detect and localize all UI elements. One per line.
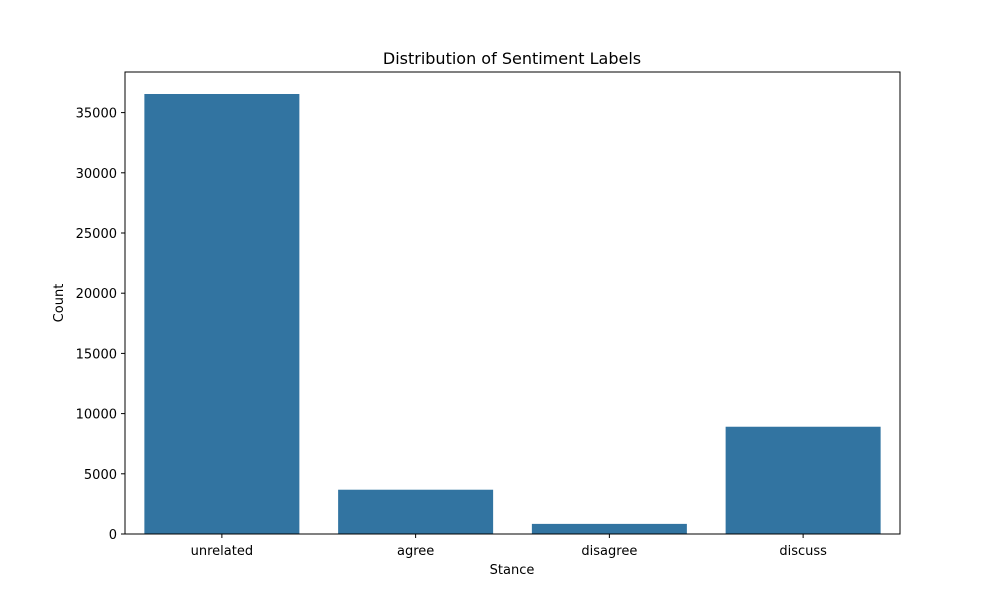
bars-layer [144,93,881,534]
y-tick-label: 15000 [76,347,117,362]
bar-disagree [531,523,687,534]
x-tick-label: discuss [779,544,827,559]
y-tick-label: 20000 [76,287,117,302]
y-tick-label: 0 [109,528,117,543]
bar-unrelated [144,93,300,534]
y-tick-label: 25000 [76,227,117,242]
y-axis-label: Count [52,284,67,323]
x-axis: unrelated agree disagree discuss [191,534,827,559]
x-axis-label: Stance [490,563,535,578]
chart-title: Distribution of Sentiment Labels [383,49,641,68]
y-tick-label: 30000 [76,167,117,182]
y-tick-label: 35000 [76,107,117,122]
bar-discuss [725,426,881,534]
y-tick-label: 10000 [76,408,117,423]
x-tick-label: unrelated [191,544,253,559]
plot-frame [124,71,901,535]
y-axis: 0 5000 10000 15000 20000 25000 30000 35000 [76,107,125,543]
y-tick-label: 5000 [84,468,117,483]
bar-agree [338,489,494,534]
x-tick-label: agree [397,544,434,559]
x-tick-label: disagree [581,544,637,559]
